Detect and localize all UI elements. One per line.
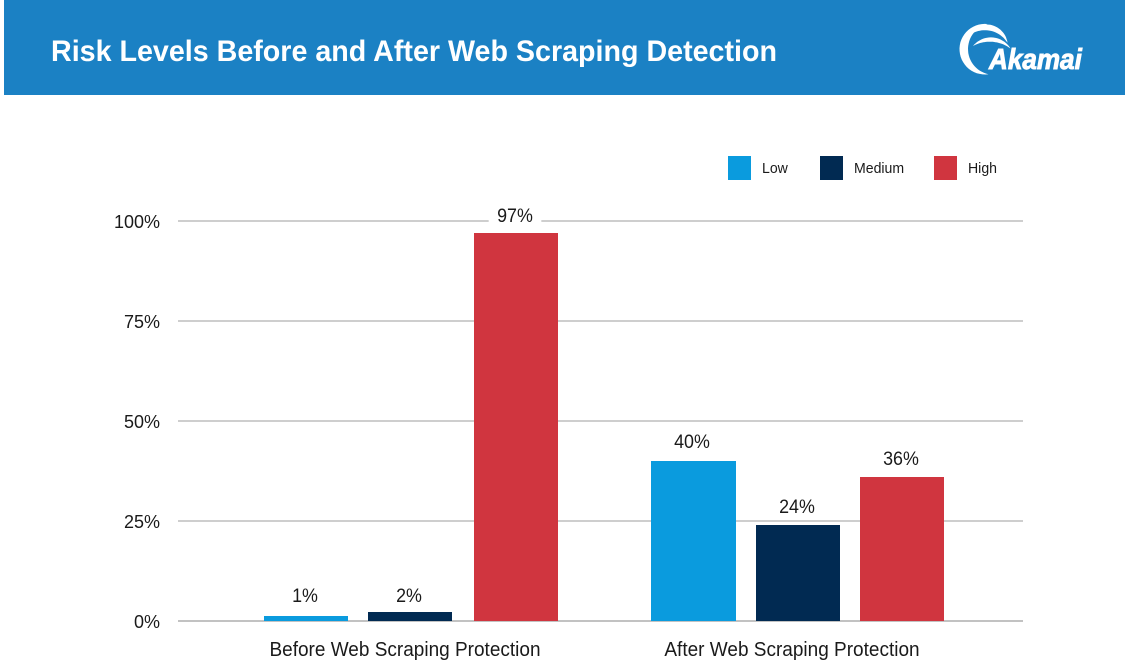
svg-text:Akamai: Akamai	[988, 43, 1083, 76]
